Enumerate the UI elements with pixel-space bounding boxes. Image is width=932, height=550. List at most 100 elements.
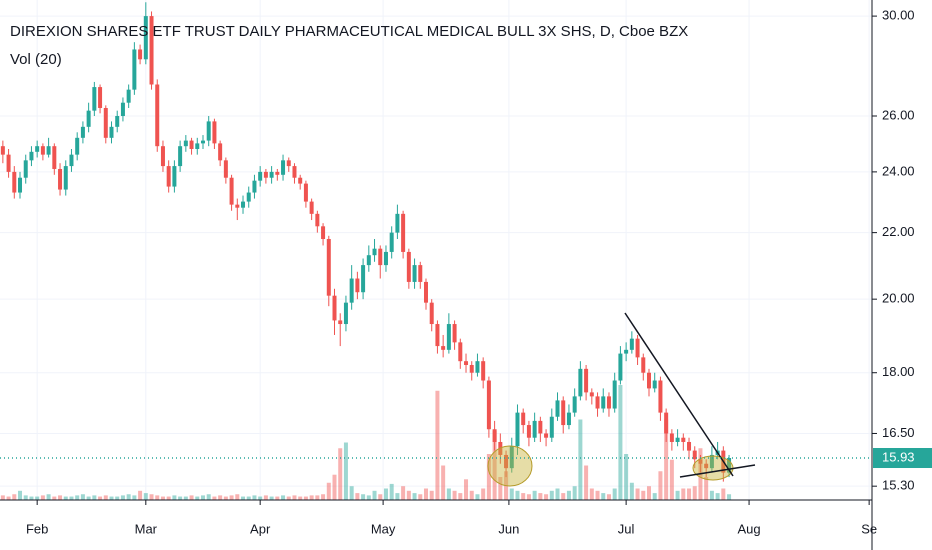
y-tick-label: 22.00 — [882, 224, 915, 239]
volume-bar — [566, 490, 571, 500]
candle-body — [86, 110, 91, 127]
volume-bar — [212, 496, 217, 500]
volume-bar — [538, 493, 543, 500]
candle-body — [704, 463, 709, 469]
candle-body — [709, 454, 714, 469]
candle-body — [252, 180, 257, 193]
volume-bar — [52, 496, 57, 500]
volume-bar — [263, 495, 268, 500]
volume-bar — [115, 496, 120, 500]
candle-body — [6, 154, 11, 172]
volume-bar — [241, 496, 246, 500]
candle-body — [172, 166, 177, 187]
volume-bar — [40, 495, 45, 500]
candle-body — [361, 265, 366, 293]
volume-bar — [69, 496, 74, 500]
candle-body — [29, 151, 34, 161]
volume-bar — [429, 490, 434, 500]
volume-bar — [555, 488, 560, 500]
candle-body — [538, 420, 543, 434]
candle-body — [504, 454, 509, 469]
volume-bar — [206, 494, 211, 500]
volume-bar — [29, 496, 34, 500]
volume-bar — [355, 493, 360, 500]
candle-body — [355, 278, 360, 293]
grid — [0, 0, 872, 500]
candle-body — [229, 177, 234, 205]
candle-body — [178, 146, 183, 167]
volume-bar — [395, 493, 400, 500]
candle-body — [423, 281, 428, 303]
candle-body — [338, 320, 343, 325]
volume-bar — [635, 488, 640, 500]
volume-bar — [0, 495, 5, 500]
volume-bar — [246, 496, 251, 500]
volume-bar — [675, 490, 680, 500]
x-tick-label: Jul — [618, 521, 635, 536]
volume-bar — [149, 494, 154, 500]
chart-title: DIREXION SHARES ETF TRUST DAILY PHARMACE… — [10, 23, 688, 40]
candle-body — [549, 416, 554, 438]
candle-body — [589, 392, 594, 397]
x-tick-label: Jun — [498, 521, 519, 536]
candle-body — [652, 380, 657, 389]
volume-bar — [435, 390, 440, 500]
indicator-label: Vol (20) — [10, 51, 62, 68]
x-tick-label: Feb — [26, 521, 48, 536]
volume-pane — [0, 385, 732, 500]
candle-body — [326, 239, 331, 296]
candle-body — [429, 302, 434, 325]
volume-bar — [343, 442, 348, 500]
volume-bar — [223, 496, 228, 500]
x-tick-label: Mar — [135, 521, 158, 536]
volume-bar — [669, 459, 674, 500]
volume-bar — [401, 486, 406, 500]
volume-bar — [338, 448, 343, 500]
candle-body — [343, 302, 348, 325]
volume-bar — [366, 495, 371, 500]
volume-bar — [189, 495, 194, 500]
volume-bar — [452, 490, 457, 500]
x-tick-label: Aug — [737, 521, 760, 536]
volume-bar — [160, 496, 165, 500]
trend-line — [679, 464, 756, 478]
volume-bar — [486, 454, 491, 500]
volume-bar — [687, 488, 692, 500]
volume-bar — [584, 465, 589, 500]
volume-bar — [441, 465, 446, 500]
candle-body — [80, 126, 85, 138]
volume-bar — [172, 495, 177, 500]
candle-body — [509, 446, 514, 469]
candle-body — [286, 160, 291, 167]
volume-bar — [6, 496, 11, 500]
volume-bar — [578, 419, 583, 500]
candle-body — [98, 87, 103, 108]
volume-bar — [423, 488, 428, 500]
candle-body — [309, 201, 314, 214]
volume-bar — [281, 495, 286, 500]
volume-bar — [292, 495, 297, 500]
candle-body — [618, 353, 623, 381]
volume-bar — [258, 496, 263, 500]
candle-body — [606, 396, 611, 409]
volume-bar — [349, 486, 354, 500]
candle-body — [109, 126, 114, 138]
candle-body — [103, 107, 108, 138]
candle-body — [658, 380, 663, 413]
candle-body — [698, 459, 703, 464]
volume-bar — [229, 495, 234, 500]
candle-body — [641, 357, 646, 373]
volume-bar — [326, 482, 331, 500]
candle-body — [149, 16, 154, 85]
volume-bar — [378, 494, 383, 500]
candle-body — [40, 146, 45, 155]
candle-body — [12, 171, 17, 193]
volume-bar — [155, 495, 160, 500]
candle-body — [0, 146, 5, 155]
candle-body — [263, 171, 268, 178]
volume-bar — [195, 496, 200, 500]
candle-body — [595, 396, 600, 409]
volume-bar — [464, 479, 469, 500]
volume-bar — [98, 496, 103, 500]
